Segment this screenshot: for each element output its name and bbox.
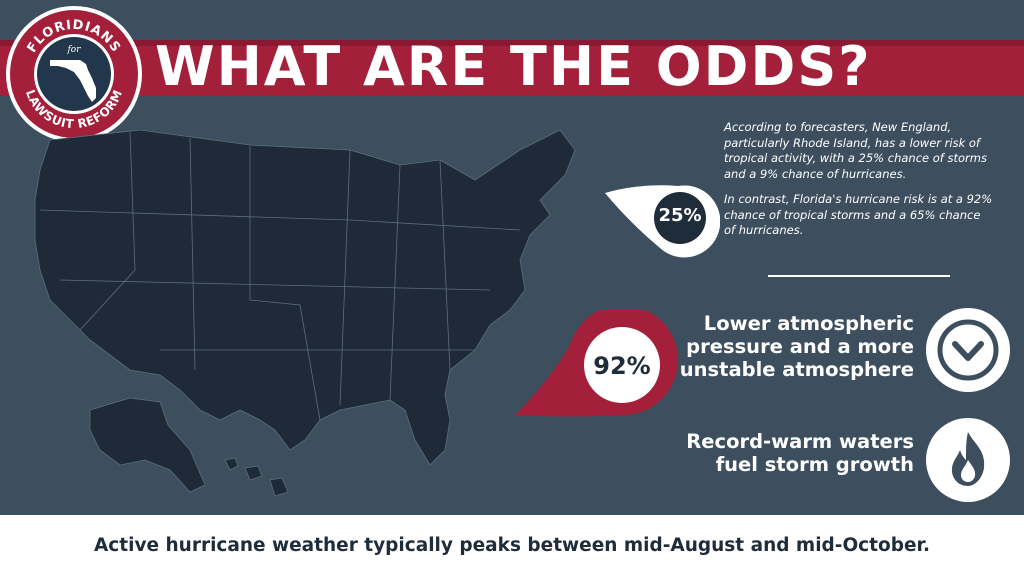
page-title: WHAT ARE THE ODDS?: [155, 35, 872, 98]
flame-circle-icon: [926, 418, 1010, 502]
hawaii-shape: [224, 457, 289, 497]
new-england-percent: 25%: [658, 205, 702, 226]
footer: [0, 515, 1024, 576]
contiguous-us-shape: [34, 129, 576, 466]
new-england-pin: [605, 185, 720, 258]
title-banner: [0, 40, 1024, 96]
chevron-down-circle-icon: [926, 308, 1010, 392]
florida-percent: 92%: [593, 352, 651, 380]
intro-text: According to forecasters, New England, p…: [724, 120, 994, 249]
logo: FLORIDIANS LAWSUIT REFORM for: [6, 6, 142, 142]
divider: [768, 275, 950, 277]
us-map: [34, 129, 576, 497]
factor-pressure: Lower atmospheric pressure and a more un…: [679, 312, 914, 381]
footer-text: Active hurricane weather typically peaks…: [93, 535, 931, 556]
logo-middle-text: for: [66, 45, 81, 55]
alaska-shape: [89, 397, 206, 493]
florida-pin: [515, 310, 678, 417]
intro-paragraph-1: According to forecasters, New England, p…: [724, 120, 987, 181]
intro-paragraph-2: In contrast, Florida's hurricane risk is…: [724, 192, 993, 237]
florida-shape-icon: [50, 60, 96, 102]
factor-warm-waters: Record-warm waters fuel storm growth: [686, 430, 914, 476]
